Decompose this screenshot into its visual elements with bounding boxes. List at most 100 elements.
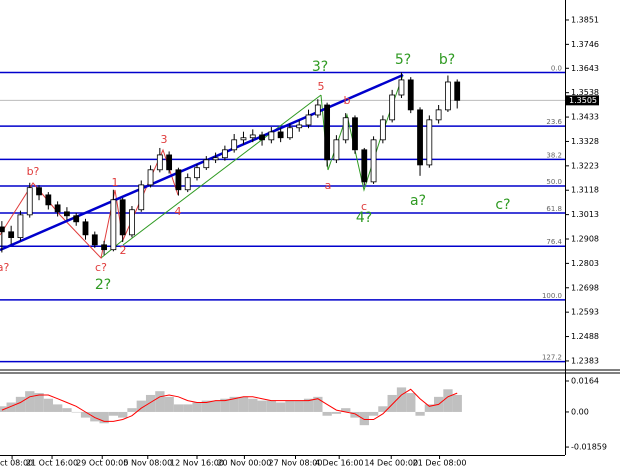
candle-body (91, 234, 98, 246)
macd-histogram-bar (285, 400, 295, 412)
last-price-box (566, 95, 599, 106)
y-tick-label: 1.3328 (571, 137, 599, 146)
candle-body (101, 244, 107, 251)
last-price-label: 1.3505 (569, 96, 597, 105)
macd-histogram-bar (136, 400, 146, 412)
y-tick-label: 1.2698 (571, 283, 599, 292)
x-tick-label: 21 Dec 08:00 (413, 459, 467, 468)
candle-body (296, 124, 303, 129)
candle-body (64, 211, 70, 217)
macd-histogram-bar (303, 398, 314, 412)
wave-label: b? (439, 52, 455, 68)
macd-histogram-bar (229, 396, 239, 412)
candle-body (314, 104, 321, 116)
macd-histogram-bar (71, 411, 81, 413)
macd-histogram-bar (173, 404, 184, 412)
candle-body (26, 187, 33, 216)
macd-histogram-bar (322, 411, 332, 416)
wave-label: 2? (95, 277, 111, 293)
macd-histogram-bar (210, 400, 221, 412)
wave-label: 4 (175, 205, 182, 218)
candle-body (259, 134, 265, 141)
macd-y-tick-label: 0.00 (571, 407, 589, 416)
macd-histogram-bar (164, 396, 174, 412)
y-tick-label: 1.2593 (571, 308, 599, 317)
macd-histogram-bar (359, 411, 369, 426)
macd-histogram-bar (201, 400, 211, 412)
macd-histogram-bar (118, 411, 128, 418)
macd-histogram-bar (331, 411, 342, 414)
fib-label: 38.2 (546, 151, 562, 159)
fib-label: 76.4 (546, 238, 562, 246)
macd-histogram-bar (294, 400, 304, 412)
fib-label: 61.8 (546, 205, 562, 213)
macd-histogram-bar (443, 389, 453, 412)
candle-body (305, 114, 312, 126)
macd-histogram-bar (183, 404, 193, 412)
fib-label: 127.2 (542, 354, 562, 362)
candle-body (268, 131, 275, 141)
candle-body (333, 139, 340, 161)
macd-histogram-bar (155, 391, 165, 412)
wave-label: b? (27, 165, 40, 178)
macd-histogram-bar (80, 411, 91, 418)
y-tick-label: 1.3433 (571, 113, 599, 122)
x-tick-label: 12 Nov 16:00 (170, 459, 224, 468)
macd-histogram-bar (266, 400, 277, 412)
macd-histogram-bar (341, 408, 351, 412)
y-tick-label: 1.3643 (571, 64, 599, 73)
y-tick-label: 1.2488 (571, 332, 599, 341)
candle-body (379, 119, 386, 141)
candle-body (221, 149, 228, 159)
macd-histogram-bar (90, 411, 100, 422)
candle-body (352, 117, 358, 151)
macd-histogram-bar (276, 402, 286, 412)
x-tick-label: 21 Oct 16:00 (26, 459, 78, 468)
wave-label: 3 (161, 133, 168, 146)
wave-label: b (344, 94, 351, 107)
fib-label: 100.0 (542, 292, 562, 300)
wave-label: 4? (356, 210, 372, 226)
macd-histogram-bar (350, 411, 360, 418)
y-tick-label: 1.3538 (571, 88, 599, 97)
wave-label: c? (495, 197, 510, 213)
candle-body (184, 177, 191, 191)
macd-y-tick-label: 0.0164 (571, 376, 599, 385)
y-tick-label: 1.2908 (571, 235, 599, 244)
macd-histogram-bar (238, 396, 249, 412)
wave-label: 5 (318, 80, 325, 93)
macd-histogram-bar (34, 393, 44, 412)
y-tick-label: 1.3223 (571, 161, 599, 170)
macd-histogram-bar (108, 411, 119, 416)
candle-body (240, 137, 247, 141)
candle-body (119, 199, 126, 236)
y-tick-label: 1.2803 (571, 259, 599, 268)
x-tick-label: 14 Dec 00:00 (364, 459, 418, 468)
candle-body (110, 199, 117, 251)
macd-histogram-bar (99, 411, 109, 424)
candle-body (277, 131, 284, 139)
candle-body (82, 221, 89, 236)
macd-histogram-bar (313, 396, 323, 412)
candle-body (156, 154, 163, 171)
candle-body (407, 79, 414, 111)
x-tick-label: 5 Nov 08:00 (123, 459, 172, 468)
macd-histogram-bar (127, 408, 137, 412)
macd-histogram-bar (220, 398, 230, 412)
candle-body (203, 159, 210, 169)
macd-histogram-bar (368, 411, 379, 416)
macd-histogram-bar (406, 393, 416, 412)
wave-line (122, 94, 322, 246)
candle-body (73, 215, 80, 223)
x-tick-label: ct 08:00 (0, 459, 33, 468)
wave-label: 5? (395, 52, 411, 68)
macd-histogram-bar (62, 408, 72, 412)
candle-body (231, 139, 238, 151)
wave-label: a (325, 179, 332, 192)
macd-histogram-bar (396, 387, 407, 412)
candle-body (389, 94, 396, 121)
candle-body (324, 104, 331, 161)
candle-body (398, 79, 405, 96)
